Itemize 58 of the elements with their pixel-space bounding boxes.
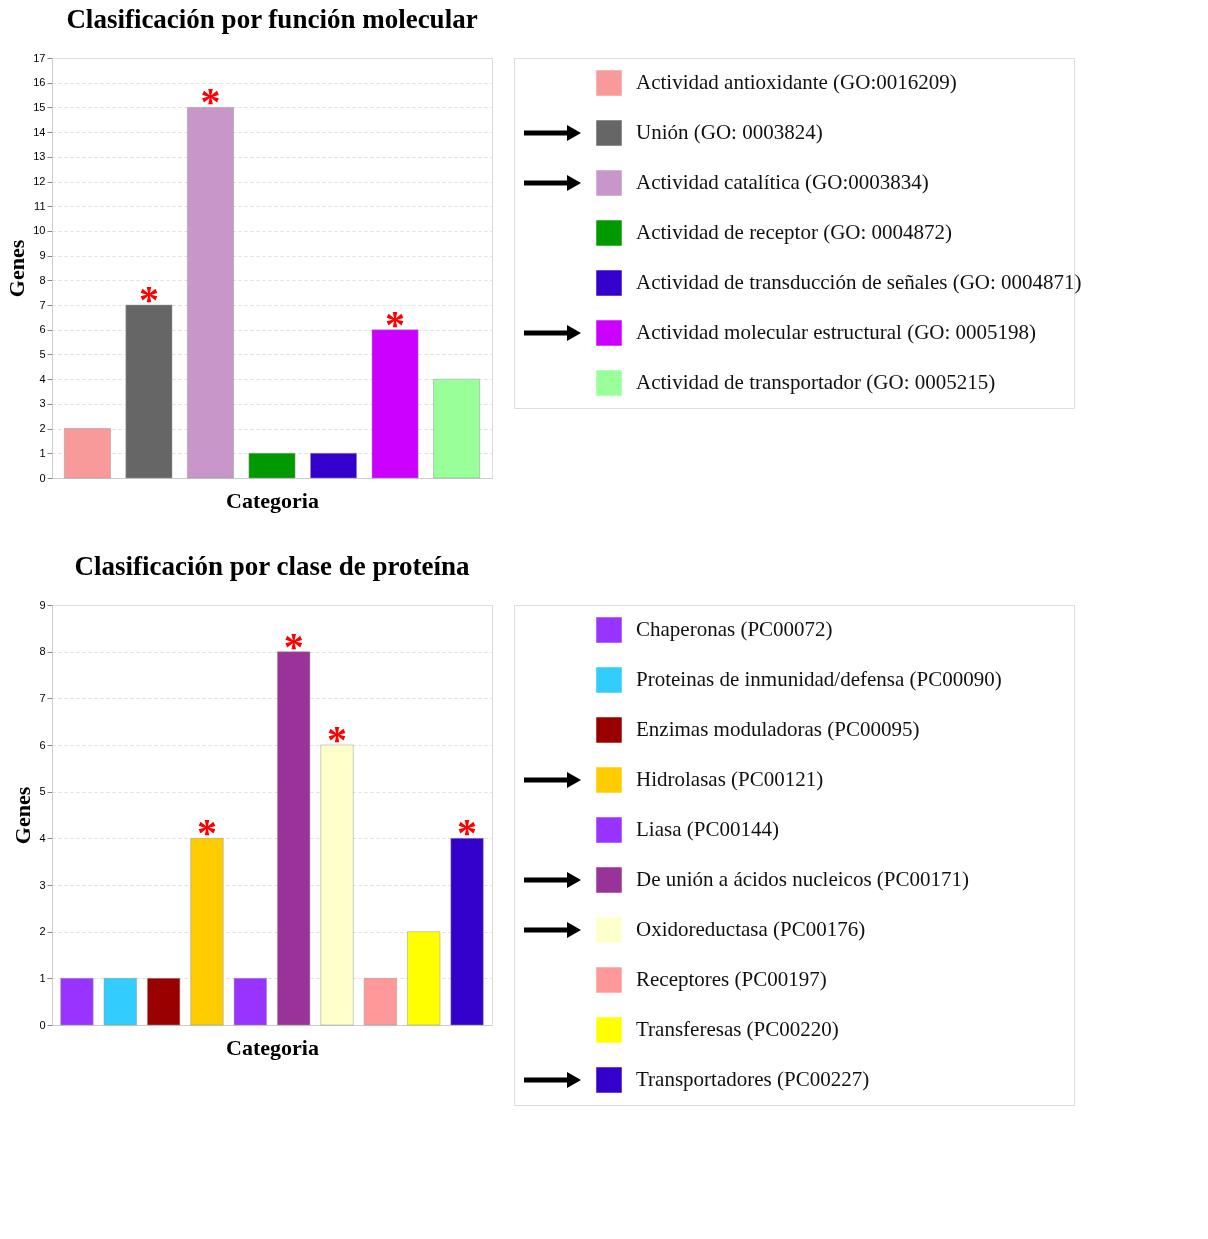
legend-label: Unión (GO: 0003824) (636, 120, 823, 144)
y-axis-title: Genes (4, 239, 30, 298)
legend-label: Proteinas de inmunidad/defensa (PC00090) (636, 667, 1002, 691)
annotation: * (457, 810, 478, 856)
chart-title: Clasificación por función molecular (66, 4, 478, 34)
y-tick-label: 7 (39, 691, 46, 704)
annotation: * (327, 717, 348, 762)
y-tick-label: 8 (39, 273, 46, 286)
legend-label: Oxidoreductasa (PC00176) (636, 917, 866, 941)
legend-label: Actividad de receptor (GO: 0004872) (636, 220, 953, 244)
legend-label: Hidrolasas (PC00121) (636, 767, 824, 791)
y-tick-label: 5 (39, 785, 46, 798)
legend-label: Receptores (PC00197) (636, 967, 827, 991)
annotation: * (283, 623, 304, 669)
y-axis-title: Genes (10, 786, 36, 845)
y-tick-label: 7 (39, 298, 46, 311)
y-tick-label: 15 (33, 100, 46, 113)
y-tick-label: 11 (34, 199, 46, 212)
y-tick-label: 4 (39, 831, 46, 844)
legend-label: Actividad molecular estructural (GO: 0005198) (636, 320, 1037, 344)
annotation: * (200, 79, 221, 125)
y-tick-label: 3 (39, 878, 46, 891)
annotation: * (196, 810, 217, 856)
y-tick-label: 0 (39, 1018, 46, 1031)
y-tick-label: 2 (39, 422, 46, 435)
x-axis-title: Categoria (226, 487, 319, 513)
legend-label: Liasa (PC00144) (636, 817, 779, 841)
y-tick-label: 0 (39, 471, 46, 484)
y-tick-label: 10 (33, 224, 46, 237)
legend-label: Enzimas moduladoras (PC00095) (636, 717, 920, 741)
x-axis-title: Categoria (226, 1034, 319, 1060)
y-tick-label: 8 (39, 645, 46, 658)
legend-label: Actividad catalítica (GO:0003834) (636, 170, 929, 194)
legend-label: Actividad antioxidante (GO:0016209) (636, 70, 957, 94)
legend-label: Chaperonas (PC00072) (636, 617, 833, 641)
y-tick-label: 13 (33, 150, 46, 163)
y-tick-label: 1 (39, 971, 46, 984)
y-tick-label: 16 (33, 76, 46, 89)
y-tick-label: 9 (39, 249, 46, 262)
y-tick-label: 9 (39, 598, 46, 611)
annotation: * (138, 277, 159, 323)
y-tick-label: 5 (39, 347, 46, 360)
y-tick-label: 6 (39, 738, 46, 751)
legend-label: De unión a ácidos nucleicos (PC00171) (636, 867, 970, 891)
legend-label: Actividad de transportador (GO: 0005215) (636, 370, 996, 394)
y-tick-label: 1 (39, 446, 46, 459)
y-tick-label: 14 (33, 125, 46, 138)
y-tick-label: 2 (39, 925, 46, 938)
y-tick-label: 6 (39, 323, 46, 336)
y-tick-label: 4 (39, 372, 46, 385)
y-tick-label: 12 (33, 175, 46, 188)
annotation: * (385, 301, 406, 347)
y-tick-label: 3 (39, 397, 46, 410)
legend-label: Transferesas (PC00220) (636, 1017, 839, 1041)
chart-title: Clasificación por clase de proteína (74, 551, 470, 581)
legend-label: Transportadores (PC00227) (636, 1067, 870, 1091)
legend-label: Actividad de transducción de señales (GO: 0004871) (636, 270, 1082, 294)
y-tick-label: 17 (33, 51, 46, 64)
